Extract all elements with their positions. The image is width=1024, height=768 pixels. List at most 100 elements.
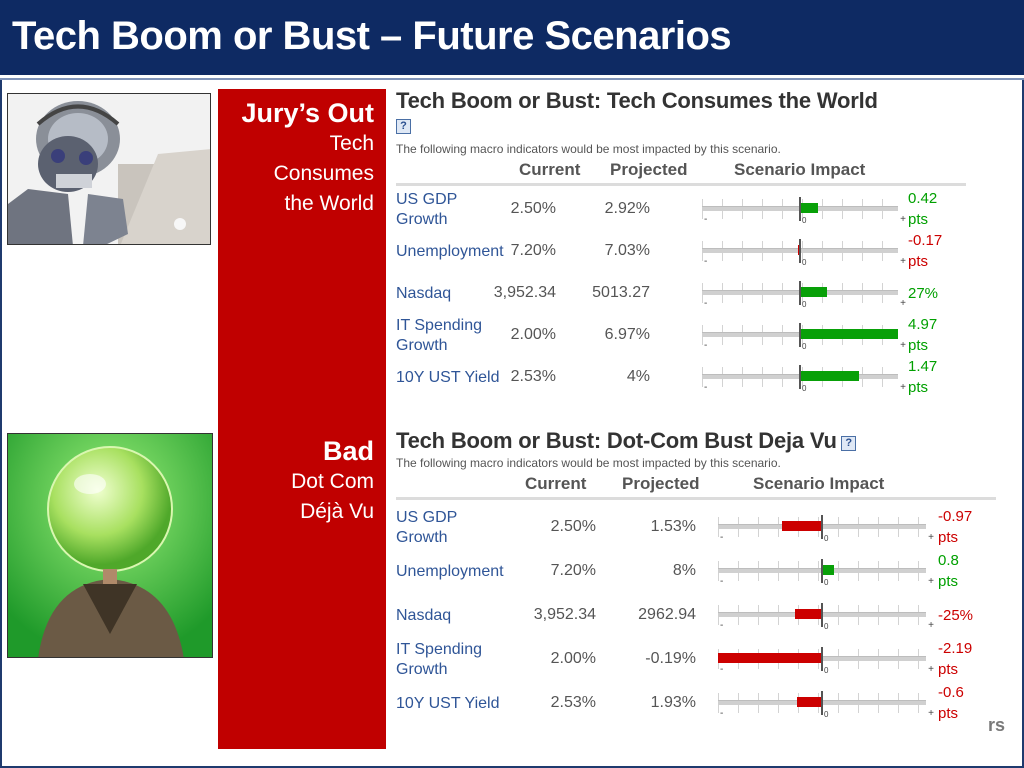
table-row: Unemployment 7.20% 8% - 0 +0.8 pts [396,552,996,596]
indicator-name[interactable]: Unemployment [396,242,504,262]
projected-value: 5013.27 [592,284,650,301]
impact-value: -0.6 pts [938,682,964,724]
impact-value-line: pts [908,211,929,228]
impact-bar: - 0 + [718,603,934,633]
indicator-name[interactable]: 10Y UST Yield [396,694,499,714]
indicator-name-line: 10Y UST Yield [396,695,500,712]
impact-axis-plus: + [900,256,906,267]
scenario-1-title: Tech Boom or Bust: Tech Consumes the Wor… [396,88,878,113]
scenario-2-rating: Bad [322,436,374,466]
impact-bar-center [821,559,823,583]
indicator-name-line: US GDP [396,509,458,526]
impact-value-line: pts [938,529,959,546]
indicator-name[interactable]: 10Y UST Yield [396,368,499,388]
indicator-name[interactable]: Nasdaq [396,284,451,304]
table-row: Unemployment 7.20% 7.03% - 0 + -0.17 pts [396,232,966,274]
indicator-name[interactable]: Nasdaq [396,606,451,626]
scenario-1-name-line: Consumes [273,162,374,185]
impact-value: 0.42 pts [908,188,937,230]
current-value: 2.50% [510,200,556,217]
impact-bar-center [799,239,801,263]
impact-axis-plus: + [900,298,906,309]
impact-bar-fill [800,287,828,297]
header-projected: Projected [622,474,700,493]
table-row: IT Spending Growth 2.00% -0.19% - 0 + -2.19 pts [396,640,996,684]
impact-bar-center [799,281,801,305]
impact-axis-plus: + [928,664,934,675]
impact-bar: - 0 + [702,239,906,269]
impact-bar-center [799,365,801,389]
impact-axis-zero: 0 [802,216,807,225]
impact-bar: - 0 + [702,365,906,395]
impact-axis-zero: 0 [824,534,829,543]
impact-axis-zero: 0 [824,622,829,631]
indicator-name[interactable]: US GDP Growth [396,508,457,548]
title-bar: Tech Boom or Bust – Future Scenarios [0,0,1024,78]
impact-value-line: -0.6 [938,684,964,701]
scenario-1-rows: US GDP Growth 2.50% 2.92% -0 +0.42 pts Unemploy… [396,186,966,400]
impact-bar: - 0 + [718,515,934,545]
table-row: US GDP Growth 2.50% 1.53% - 0 + -0.97 pts [396,508,996,552]
impact-axis-zero: 0 [802,258,807,267]
impact-value: 1.47 pts [908,356,937,398]
impact-axis-plus: + [900,382,906,393]
impact-axis-zero: 0 [824,710,829,719]
indicator-name-line: Nasdaq [396,285,452,302]
impact-bar-center [821,691,823,715]
impact-bar-fill [782,521,822,531]
impact-axis-zero: 0 [802,384,807,393]
impact-axis-plus: + [928,532,934,543]
help-icon[interactable]: ? [396,119,411,135]
impact-bar: - 0 + [718,691,934,721]
scenario-2-rows: US GDP Growth 2.50% 1.53% -0 + -0.97 pts Unemplo… [396,500,996,728]
impact-bar: - 0 + [718,559,934,589]
current-value: 3,952.34 [533,606,596,623]
impact-value-line: -25% [938,607,974,624]
crystal-ball-photo-icon [8,434,212,657]
impact-value-line: 1.47 [908,358,938,375]
impact-bar: - 0 + [702,323,906,353]
impact-bar-fill [800,329,898,339]
impact-value: -25% [938,605,973,626]
impact-axis-zero: 0 [824,578,829,587]
help-icon[interactable]: ? [841,436,857,452]
projected-value: 8% [672,562,696,579]
impact-bar-fill [794,609,822,619]
impact-value-line: pts [938,661,959,678]
impact-value-line: 0.8 [938,552,959,569]
impact-axis-plus: + [928,620,934,631]
impact-axis-minus: - [720,576,724,587]
current-value: 2.00% [550,650,596,667]
current-value: 2.53% [550,694,596,711]
current-value: 2.50% [550,518,596,535]
impact-axis-plus: + [928,708,934,719]
indicator-name[interactable]: US GDP Growth [396,190,457,230]
scenario-2-subtitle: The following macro indicators would be … [396,456,781,470]
projected-value: 2962.94 [638,606,696,623]
impact-value: 4.97 pts [908,314,937,356]
scenario-1-header-row: Current Projected Scenario Impact [396,156,966,186]
impact-bar-fill [822,565,835,575]
scenario-1-rating: Jury’s Out [241,98,374,128]
impact-bar-fill [797,697,822,707]
impact-axis-minus: - [704,256,708,267]
impact-bar: - 0 + [702,197,906,227]
impact-bar: - 0 + [718,647,934,677]
scenario-2-title: Tech Boom or Bust: Dot-Com Bust Deja Vu [396,428,837,453]
corner-text: rs [988,715,1006,735]
impact-bar-center [821,515,823,539]
indicator-name-line: Growth [396,661,448,678]
indicator-name-line: Nasdaq [396,607,452,624]
projected-value: 6.97% [604,326,650,343]
impact-value: 0.8 pts [938,550,959,592]
indicator-name[interactable]: IT Spending Growth [396,316,482,356]
impact-bar-fill [800,203,818,213]
indicator-name[interactable]: Unemployment [396,562,504,582]
current-value: 2.53% [510,368,556,385]
scenario-1-name-line: the World [284,192,375,215]
projected-value: 1.93% [650,694,696,711]
impact-value-line: -0.17 [908,232,943,249]
indicator-name[interactable]: IT Spending Growth [396,640,482,680]
slide-title: Tech Boom or Bust – Future Scenarios [12,14,732,58]
projected-value: 7.03% [604,242,650,259]
